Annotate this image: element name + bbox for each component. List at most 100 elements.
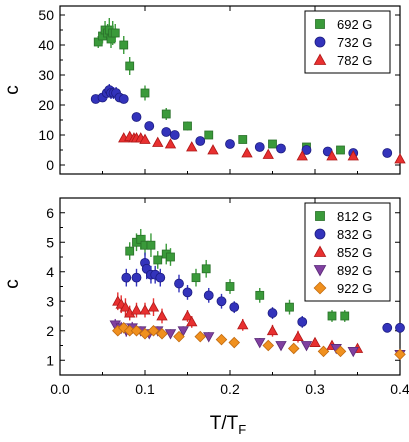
y-tick-label: 1 [46, 352, 54, 368]
y-tick-label: 30 [38, 67, 54, 83]
legend-label: 782 G [337, 53, 372, 68]
data-point [139, 133, 151, 144]
data-point [237, 319, 249, 330]
y-tick-label: 10 [38, 127, 54, 143]
data-point [317, 345, 330, 358]
series-922-g [112, 322, 406, 361]
data-point [164, 138, 177, 149]
data-point [254, 338, 266, 349]
bottom-y-axis-label: c [2, 279, 23, 289]
data-point [266, 324, 279, 336]
data-point [181, 310, 194, 321]
data-point [155, 272, 166, 283]
data-point [287, 342, 300, 355]
data-point [340, 311, 350, 321]
data-point [156, 327, 168, 340]
series-732-g [90, 84, 393, 158]
series-812-g [125, 228, 350, 322]
data-point [131, 272, 142, 283]
data-point [139, 327, 151, 340]
data-point [268, 139, 277, 149]
data-point [229, 302, 240, 313]
data-point [130, 304, 143, 315]
data-point [119, 301, 132, 312]
data-point [228, 336, 241, 349]
data-point [327, 311, 337, 321]
legend-label: 852 G [337, 245, 372, 260]
data-point [147, 324, 160, 337]
data-point [119, 40, 129, 50]
data-point [301, 145, 312, 155]
y-tick-label: 50 [38, 7, 54, 23]
data-point [204, 130, 214, 140]
data-point [110, 28, 120, 38]
data-point [347, 150, 359, 161]
legend-label: 812 G [337, 209, 372, 224]
data-point [297, 316, 308, 327]
legend-marker [315, 211, 325, 221]
data-point [262, 339, 275, 352]
data-point [125, 61, 135, 71]
data-point [147, 301, 160, 312]
data-point [186, 141, 198, 152]
data-point [241, 147, 253, 158]
data-point [174, 278, 184, 289]
legend-marker [314, 36, 326, 48]
data-point [225, 139, 235, 149]
data-point [285, 302, 294, 312]
data-point [395, 322, 405, 333]
data-point [177, 326, 189, 337]
data-point [207, 144, 219, 155]
data-point [118, 94, 129, 104]
data-point [225, 282, 235, 291]
top-y-axis-label: c [2, 85, 23, 95]
data-point [276, 143, 286, 154]
data-point [173, 330, 185, 343]
legend-marker [315, 19, 325, 29]
legend-label: 732 G [337, 35, 372, 50]
data-point [125, 246, 135, 256]
x-tick-label: 0.3 [305, 381, 325, 397]
legend-marker [313, 265, 327, 277]
y-tick-label: 3 [46, 293, 54, 309]
legend-marker [314, 228, 326, 240]
data-point [186, 316, 198, 327]
data-point [382, 322, 393, 333]
x-tick-label: 0.0 [50, 381, 70, 397]
legend-label: 892 G [337, 263, 372, 278]
data-point [347, 346, 359, 358]
data-point [201, 264, 211, 274]
data-point [121, 272, 132, 283]
data-point [183, 121, 192, 131]
data-point [156, 310, 168, 321]
data-point [140, 88, 150, 98]
x-tick-label: 0.4 [390, 381, 409, 397]
x-axis-label-subscript: F [238, 422, 246, 437]
data-point [161, 109, 171, 119]
data-point [182, 287, 193, 298]
legend-marker [313, 245, 327, 257]
y-tick-label: 40 [38, 37, 54, 53]
x-axis-label-main: T/T [210, 413, 239, 434]
x-tick-label: 0.1 [135, 381, 155, 397]
data-point [191, 273, 201, 283]
data-point [382, 148, 393, 158]
data-point [238, 135, 248, 144]
legend-label: 922 G [337, 281, 372, 296]
data-point [300, 341, 313, 352]
data-point [131, 112, 142, 122]
data-point [144, 121, 155, 131]
bottom-panel: c T/TF 1 2 3 4 5 6 0.0 0.1 0.2 0.3 0.4 812 G 832 G 85… [2, 197, 409, 437]
series-892-g [109, 318, 406, 361]
series-852-g [112, 292, 364, 353]
data-point [215, 333, 228, 346]
y-tick-label: 0 [46, 157, 54, 173]
data-point [139, 304, 151, 315]
data-point [169, 130, 180, 140]
data-point [166, 252, 175, 262]
legend-marker [313, 281, 327, 295]
legend-marker [313, 53, 327, 65]
data-point [164, 329, 177, 340]
data-point [296, 150, 308, 161]
